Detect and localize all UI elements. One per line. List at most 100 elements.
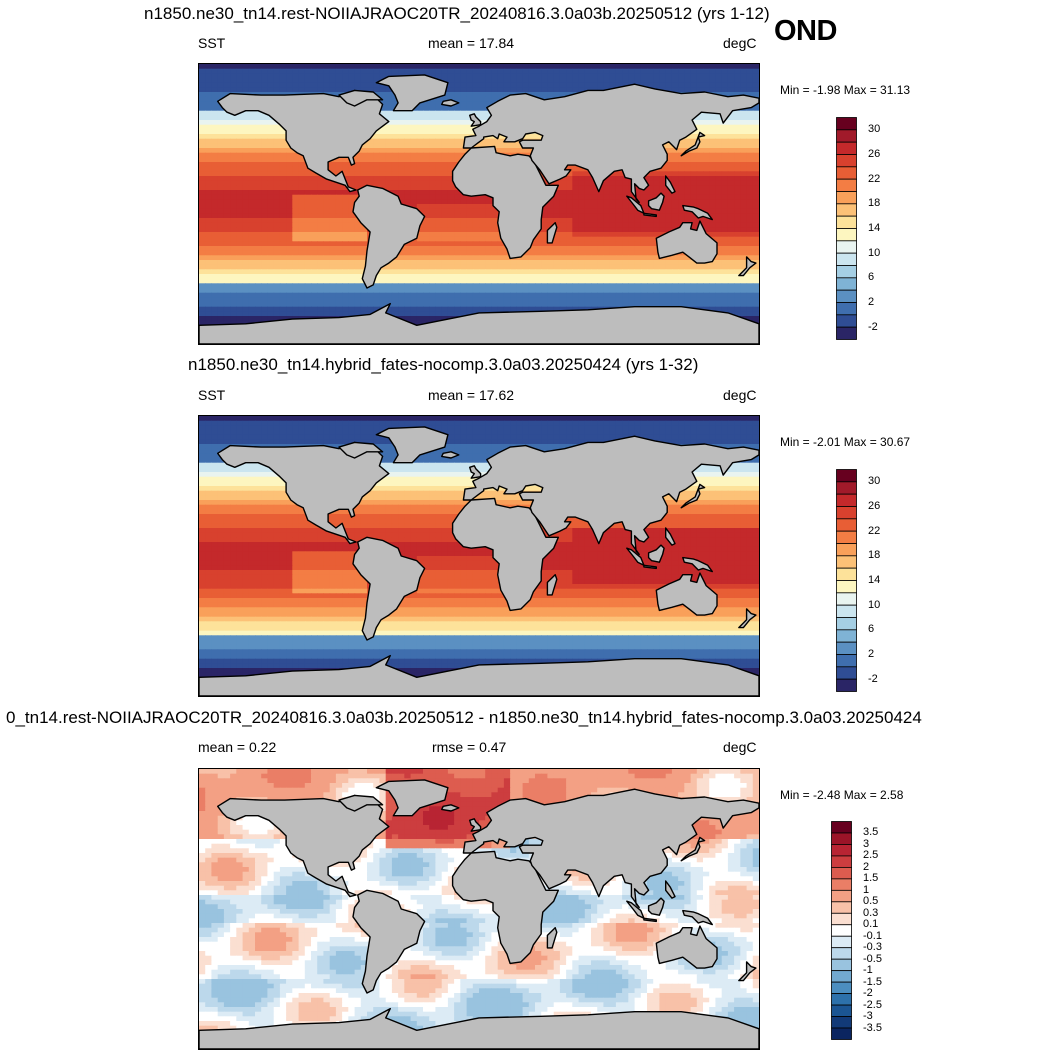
field-cell <box>541 236 548 242</box>
field-cell <box>242 143 250 149</box>
field-cell <box>703 204 710 210</box>
field-cell <box>329 68 337 74</box>
field-cell <box>199 138 206 144</box>
field-cell <box>248 274 256 280</box>
field-cell <box>441 246 449 252</box>
field-cell <box>609 176 617 182</box>
field-cell <box>553 204 561 210</box>
field-cell <box>217 124 225 130</box>
field-cell <box>510 143 517 149</box>
field-cell <box>348 166 356 172</box>
field-cell <box>503 68 511 74</box>
field-cell <box>199 264 206 270</box>
field-cell <box>304 292 312 298</box>
field-cell <box>236 316 244 322</box>
field-cell <box>429 232 436 238</box>
field-cell <box>690 148 698 154</box>
field-cell <box>286 176 293 182</box>
field-cell <box>479 106 486 112</box>
field-cell <box>634 236 642 242</box>
field-cell <box>435 171 443 177</box>
field-cell <box>734 152 741 158</box>
field-cell <box>416 320 424 326</box>
field-cell <box>746 278 754 284</box>
field-cell <box>640 208 648 214</box>
field-cell <box>671 269 679 275</box>
field-cell <box>242 134 250 140</box>
field-cell <box>472 222 480 228</box>
field-cell <box>597 292 604 298</box>
field-cell <box>671 222 679 228</box>
field-cell <box>410 250 418 256</box>
field-cell <box>329 302 337 308</box>
field-cell <box>715 68 723 74</box>
field-cell <box>391 64 399 70</box>
field-cell <box>416 260 424 266</box>
field-cell <box>423 110 430 116</box>
field-cell <box>541 260 548 266</box>
field-cell <box>279 157 287 163</box>
field-cell <box>603 78 611 84</box>
field-cell <box>715 134 723 140</box>
field-cell <box>734 208 741 214</box>
field-cell <box>454 241 461 247</box>
field-cell <box>709 264 716 270</box>
field-cell <box>435 269 443 275</box>
field-cell <box>615 232 623 238</box>
field-cell <box>261 236 268 242</box>
field-cell <box>746 204 754 210</box>
field-cell <box>292 204 300 210</box>
field-cell <box>248 64 256 70</box>
field-cell <box>479 204 486 210</box>
field-cell <box>441 274 449 280</box>
field-cell <box>547 241 555 247</box>
field-cell <box>609 236 617 242</box>
field-cell <box>317 87 324 93</box>
field-cell <box>441 166 449 172</box>
field-cell <box>734 148 741 154</box>
field-cell <box>205 190 212 196</box>
field-cell <box>211 297 219 303</box>
field-cell <box>447 157 455 163</box>
field-cell <box>335 241 343 247</box>
field-cell <box>715 246 723 252</box>
field-cell <box>211 148 219 154</box>
field-cell <box>329 283 337 289</box>
field-cell <box>703 152 710 158</box>
field-cell <box>217 292 225 298</box>
field-cell <box>242 78 250 84</box>
field-cell <box>709 166 716 172</box>
field-cell <box>267 232 275 238</box>
field-cell <box>479 302 486 308</box>
field-cell <box>199 162 206 168</box>
field-cell <box>223 306 231 312</box>
field-cell <box>559 73 567 79</box>
field-cell <box>659 73 667 79</box>
field-cell <box>342 82 349 88</box>
field-cell <box>522 134 530 140</box>
field-cell <box>460 311 468 317</box>
field-cell <box>715 213 723 219</box>
field-cell <box>584 64 592 70</box>
field-cell <box>740 246 748 252</box>
field-cell <box>404 311 412 317</box>
field-cell <box>379 68 387 74</box>
field-cell <box>435 250 443 256</box>
field-cell <box>223 241 231 247</box>
field-cell <box>379 297 387 303</box>
field-cell <box>441 297 449 303</box>
field-cell <box>348 82 356 88</box>
field-cell <box>665 190 673 196</box>
field-cell <box>746 124 754 130</box>
field-cell <box>360 297 368 303</box>
field-cell <box>217 68 225 74</box>
field-cell <box>497 283 505 289</box>
field-cell <box>385 264 393 270</box>
field-cell <box>671 190 679 196</box>
field-cell <box>423 68 430 74</box>
field-cell <box>298 292 306 298</box>
field-cell <box>566 288 573 294</box>
field-cell <box>292 232 300 238</box>
field-cell <box>466 311 474 317</box>
field-cell <box>696 143 704 149</box>
